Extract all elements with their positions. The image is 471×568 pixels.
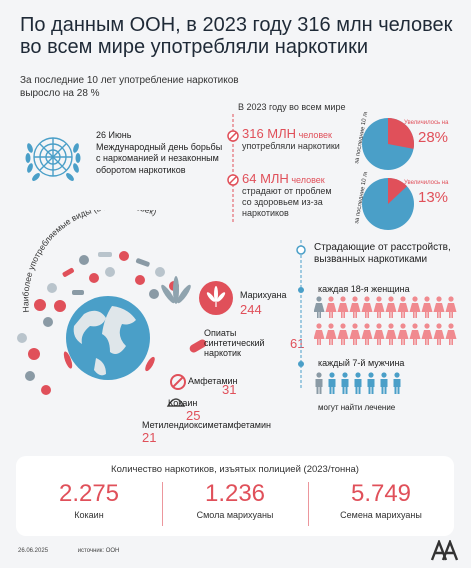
- woman-person-icon: [397, 296, 409, 318]
- health-unit: человек: [291, 175, 325, 185]
- users-stat: 316 МЛН человек употребляли наркотики: [242, 126, 342, 152]
- woman-person-icon: [433, 323, 445, 345]
- seizure-item: 1.236 Смола марихуаны: [162, 480, 308, 520]
- seizures-title: Количество наркотиков, изъятых полицией …: [111, 464, 359, 475]
- seizure-item: 2.275 Кокаин: [16, 480, 162, 520]
- woman-person-icon: [325, 296, 337, 318]
- woman-person-icon: [337, 296, 349, 318]
- woman-person-icon: [445, 323, 457, 345]
- seizure-label: Кокаин: [74, 510, 104, 520]
- marijuana-icon: [199, 281, 233, 315]
- divider: [308, 482, 309, 526]
- woman-person-icon: [421, 323, 433, 345]
- date-description: Международный день борьбы с наркоманией …: [96, 141, 223, 175]
- woman-person-icon: [409, 296, 421, 318]
- opioids-label: Опиаты синтетический наркотик: [204, 328, 265, 358]
- woman-person-icon: [433, 296, 445, 318]
- timeline-line: [227, 114, 239, 224]
- disorders-header: Страдающие от расстройств, вызванных нар…: [314, 242, 451, 265]
- amphetamine-label: Амфетамин: [188, 376, 238, 386]
- man-person-icon: [367, 372, 375, 394]
- pie-chart-users: за последние 10 лет Увеличилось на 28%: [354, 112, 449, 170]
- page-title: По данным ООН, в 2023 году 316 млн челов…: [20, 14, 453, 58]
- women-label: каждая 18-я женщина: [318, 284, 410, 294]
- users-unit: человек: [298, 130, 332, 140]
- man-person-icon: [354, 372, 362, 394]
- treatment-label: могут найти лечение: [318, 403, 396, 412]
- marijuana-value: 244: [240, 302, 262, 317]
- pie1-value: 28%: [418, 129, 448, 146]
- footer-source: источник: ООН: [77, 548, 120, 554]
- cocaine-value: 25: [186, 408, 201, 423]
- woman-person-icon: [325, 323, 337, 345]
- divider: [162, 482, 163, 526]
- seizure-value: 1.236: [204, 480, 266, 507]
- woman-person-icon: [349, 323, 361, 345]
- seizure-value: 5.749: [350, 480, 412, 507]
- woman-person-icon: [409, 323, 421, 345]
- pie2-label: Увеличилось на: [404, 180, 449, 186]
- cocaine-icon: [166, 398, 186, 407]
- subtitle: За последние 10 лет употребление наркоти…: [20, 75, 239, 99]
- amphetamine-value: 31: [222, 382, 237, 397]
- drugs-illustration: Наиболее употребляемые виды (в млн челов…: [17, 210, 191, 395]
- man-person-icon: [341, 372, 349, 394]
- cannabis-leaf-icon: [161, 276, 191, 304]
- woman-person-icon: [421, 296, 433, 318]
- man-person-icon: [315, 372, 323, 394]
- users-desc: употребляли наркотики: [242, 141, 340, 151]
- un-emblem-icon: [25, 137, 81, 181]
- health-desc: страдают от проблем со здоровьем из-за н…: [242, 186, 332, 218]
- seizure-label: Семена марихуаны: [340, 510, 422, 520]
- seizures-card: Количество наркотиков, изъятых полицией …: [16, 456, 454, 536]
- users-count: 316 МЛН: [242, 126, 297, 141]
- date-label: 26 Июнь: [96, 130, 132, 140]
- health-count: 64 МЛН: [242, 171, 289, 186]
- health-stat: 64 МЛН человек страдают от проблем со зд…: [242, 171, 342, 219]
- pill-icon: [189, 339, 207, 353]
- pie1-label: Увеличилось на: [404, 120, 449, 126]
- man-person-icon: [393, 372, 401, 394]
- woman-person-icon: [349, 296, 361, 318]
- women-icons: [314, 296, 457, 345]
- aa-logo-icon: [430, 540, 459, 561]
- footer: 26.06.2025 источник: ООН: [18, 548, 119, 554]
- woman-person-icon: [373, 323, 385, 345]
- woman-person-icon: [397, 323, 409, 345]
- disorders-timeline: [296, 240, 306, 390]
- woman-person-icon: [385, 296, 397, 318]
- men-label: каждый 7-й мужчина: [318, 358, 405, 368]
- seizure-value: 2.275: [58, 480, 120, 507]
- man-person-icon: [328, 372, 336, 394]
- woman-person-icon: [314, 323, 325, 345]
- woman-person-icon: [373, 296, 385, 318]
- mdma-label: Метилендиоксиметамфетамин: [142, 420, 271, 430]
- woman-person-icon: [445, 296, 457, 318]
- mdma-value: 21: [142, 430, 157, 445]
- world-stats-header: В 2023 году во всем мире: [238, 102, 346, 112]
- seizure-label: Смола марихуаны: [196, 510, 274, 520]
- awareness-day: 26 Июнь Международный день борьбы с нарк…: [96, 130, 226, 176]
- woman-person-icon: [361, 296, 373, 318]
- woman-person-icon: [337, 323, 349, 345]
- marijuana-label: Марихуана: [240, 290, 287, 300]
- cocaine-label: Кокаин: [168, 398, 198, 408]
- seizure-item: 5.749 Семена марихуаны: [308, 480, 454, 520]
- pie-chart-health: за последние 10 лет Увеличилось на 13%: [354, 172, 449, 230]
- pie2-slice: [388, 178, 407, 204]
- pie1-slice: [388, 118, 414, 149]
- man-person-icon: [380, 372, 388, 394]
- woman-person-icon: [361, 323, 373, 345]
- pie2-value: 13%: [418, 189, 448, 206]
- woman-person-icon: [314, 296, 325, 318]
- footer-date: 26.06.2025: [18, 548, 49, 554]
- drug-icons-cloud: [17, 251, 179, 395]
- woman-person-icon: [385, 323, 397, 345]
- amphetamine-icon: [170, 374, 186, 390]
- men-icons: [315, 372, 401, 394]
